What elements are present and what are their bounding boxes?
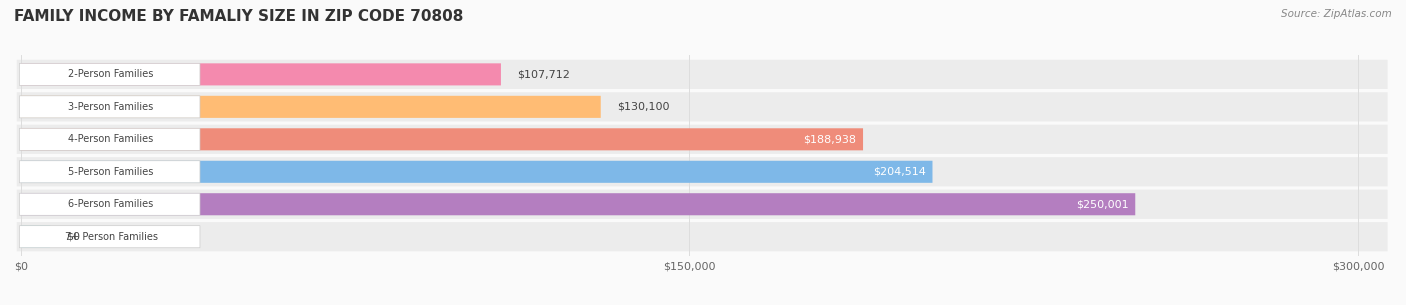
FancyBboxPatch shape — [21, 161, 932, 183]
FancyBboxPatch shape — [17, 92, 1388, 121]
FancyBboxPatch shape — [21, 193, 1135, 215]
Text: $0: $0 — [66, 232, 80, 242]
FancyBboxPatch shape — [20, 193, 200, 215]
Text: 4-Person Families: 4-Person Families — [69, 134, 153, 144]
FancyBboxPatch shape — [20, 63, 200, 85]
Text: $107,712: $107,712 — [517, 69, 569, 79]
Text: 5-Person Families: 5-Person Families — [69, 167, 153, 177]
Text: $130,100: $130,100 — [617, 102, 669, 112]
Text: 2-Person Families: 2-Person Families — [69, 69, 153, 79]
FancyBboxPatch shape — [20, 226, 200, 248]
FancyBboxPatch shape — [17, 157, 1388, 186]
FancyBboxPatch shape — [17, 125, 1388, 154]
FancyBboxPatch shape — [17, 60, 1388, 89]
Text: $204,514: $204,514 — [873, 167, 925, 177]
FancyBboxPatch shape — [20, 96, 200, 118]
FancyBboxPatch shape — [20, 161, 200, 183]
Text: 6-Person Families: 6-Person Families — [69, 199, 153, 209]
Text: FAMILY INCOME BY FAMALIY SIZE IN ZIP CODE 70808: FAMILY INCOME BY FAMALIY SIZE IN ZIP COD… — [14, 9, 464, 24]
Text: Source: ZipAtlas.com: Source: ZipAtlas.com — [1281, 9, 1392, 19]
FancyBboxPatch shape — [17, 222, 1388, 251]
FancyBboxPatch shape — [21, 226, 51, 248]
FancyBboxPatch shape — [20, 128, 200, 150]
Text: 7+ Person Families: 7+ Person Families — [65, 232, 157, 242]
FancyBboxPatch shape — [21, 96, 600, 118]
Text: $250,001: $250,001 — [1076, 199, 1129, 209]
Text: 3-Person Families: 3-Person Families — [69, 102, 153, 112]
Text: $188,938: $188,938 — [803, 134, 856, 144]
FancyBboxPatch shape — [21, 128, 863, 150]
FancyBboxPatch shape — [21, 63, 501, 85]
FancyBboxPatch shape — [17, 190, 1388, 219]
